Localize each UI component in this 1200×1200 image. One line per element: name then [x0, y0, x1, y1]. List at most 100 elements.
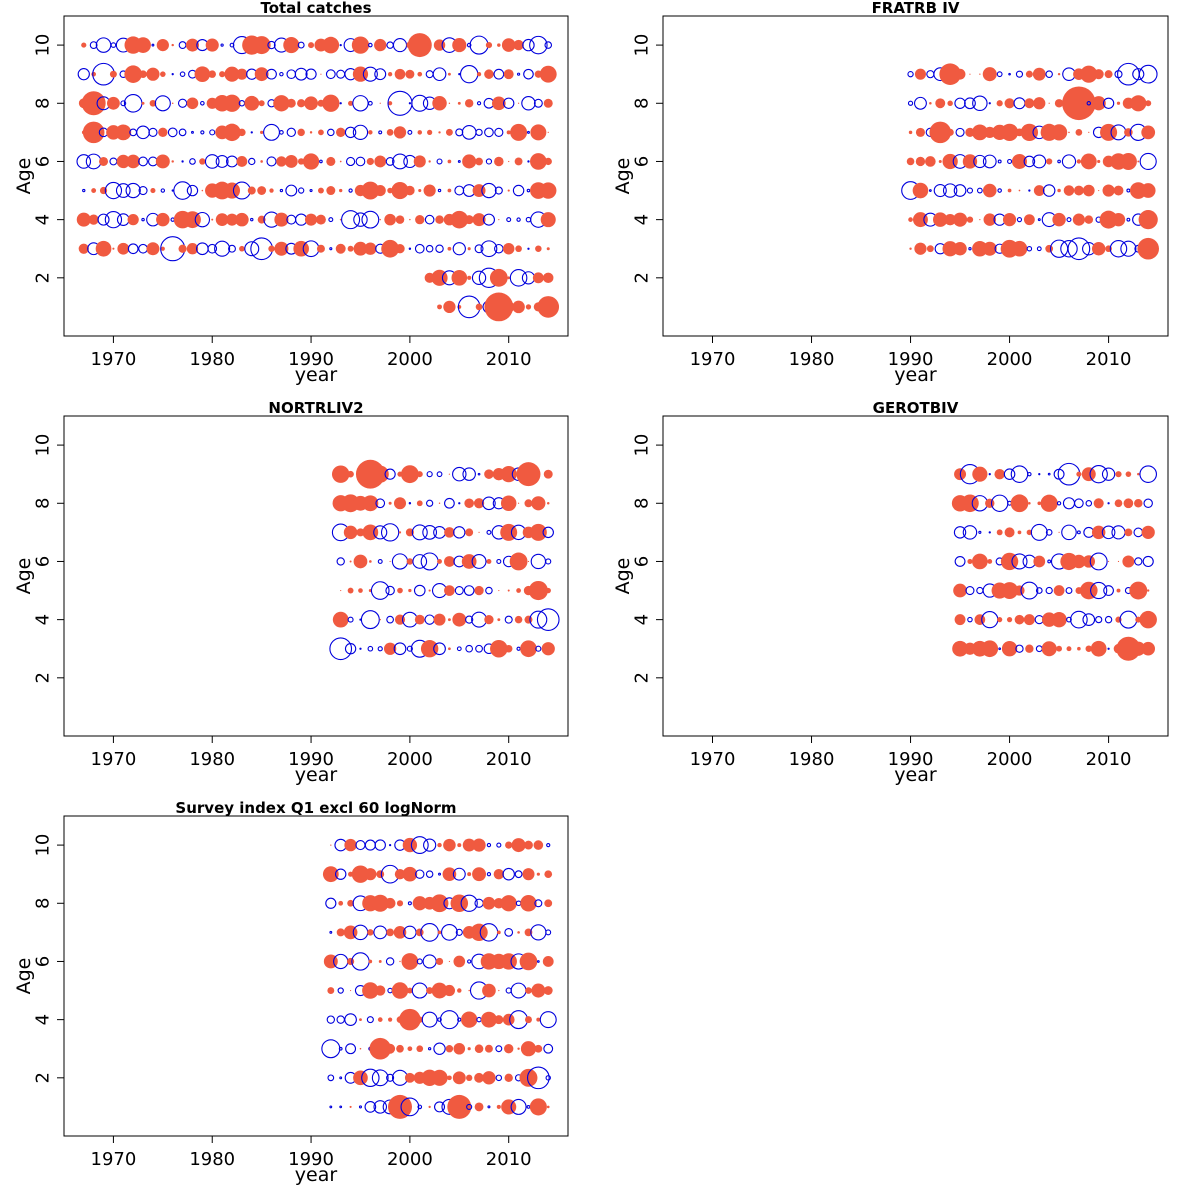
negative-residual-bubble: [294, 67, 308, 81]
positive-residual-bubble: [368, 130, 373, 135]
positive-residual-bubble: [171, 160, 174, 163]
negative-residual-bubble: [522, 38, 535, 52]
positive-residual-bubble: [1102, 184, 1115, 197]
negative-residual-bubble: [360, 610, 380, 630]
positive-residual-bubble: [1076, 159, 1082, 164]
positive-residual-bubble: [444, 556, 455, 567]
positive-residual-bubble: [330, 844, 332, 846]
negative-residual-bubble: [1013, 97, 1026, 110]
positive-residual-bubble: [428, 160, 431, 163]
positive-residual-bubble: [545, 587, 551, 594]
negative-residual-bubble: [345, 156, 356, 167]
positive-residual-bubble: [447, 159, 452, 164]
positive-residual-bubble: [438, 131, 441, 134]
positive-residual-bubble: [1123, 498, 1134, 509]
positive-residual-bubble: [534, 1044, 543, 1053]
negative-residual-bubble: [954, 556, 966, 567]
positive-residual-bubble: [546, 1105, 550, 1109]
positive-residual-bubble: [286, 98, 296, 108]
positive-residual-bubble: [517, 502, 520, 504]
positive-residual-bubble: [374, 38, 387, 52]
panel-title: Survey index Q1 excl 60 logNorm: [175, 799, 456, 817]
negative-residual-bubble: [228, 244, 236, 253]
negative-residual-bubble: [962, 525, 978, 540]
positive-residual-bubble: [457, 101, 461, 105]
negative-residual-bubble: [373, 525, 388, 540]
negative-residual-bubble: [544, 41, 553, 49]
positive-residual-bubble: [304, 213, 318, 226]
positive-residual-bubble: [1033, 555, 1046, 568]
y-tick-label: 6: [33, 956, 54, 967]
positive-residual-bubble: [1075, 129, 1083, 136]
positive-residual-bubble: [385, 1043, 396, 1054]
positive-residual-bubble: [239, 245, 245, 252]
negative-residual-bubble: [244, 241, 260, 257]
negative-residual-bubble: [452, 242, 466, 256]
negative-residual-bubble: [458, 73, 461, 76]
positive-residual-bubble: [448, 102, 451, 104]
positive-residual-bubble: [402, 837, 418, 853]
negative-residual-bubble: [353, 212, 368, 227]
positive-residual-bubble: [961, 494, 979, 513]
negative-residual-bubble: [374, 68, 387, 81]
negative-residual-bubble: [997, 159, 1002, 164]
positive-residual-bubble: [482, 1071, 496, 1085]
x-tick-label: 1980: [789, 749, 835, 770]
negative-residual-bubble: [1026, 245, 1033, 252]
positive-residual-bubble: [247, 186, 256, 195]
negative-residual-bubble: [1047, 559, 1052, 564]
positive-residual-bubble: [297, 128, 305, 137]
positive-residual-bubble: [537, 472, 540, 476]
positive-residual-bubble: [317, 187, 324, 194]
positive-residual-bubble: [450, 210, 469, 229]
positive-residual-bubble: [223, 182, 241, 199]
positive-residual-bubble: [908, 130, 913, 135]
negative-residual-bubble: [104, 210, 123, 229]
positive-residual-bubble: [399, 1008, 421, 1031]
positive-residual-bubble: [406, 987, 413, 994]
positive-residual-bubble: [309, 131, 313, 134]
positive-residual-bubble: [117, 242, 130, 255]
negative-residual-bubble: [471, 270, 487, 285]
negative-residual-bubble: [385, 585, 395, 596]
negative-residual-bubble: [546, 842, 551, 848]
x-tick-label: 2000: [387, 1149, 433, 1170]
positive-residual-bubble: [274, 241, 289, 256]
negative-residual-bubble: [250, 131, 253, 134]
positive-residual-bubble: [953, 242, 967, 256]
positive-residual-bubble: [78, 243, 89, 254]
x-axis-label: year: [295, 764, 338, 786]
x-tick-label: 1990: [288, 349, 334, 370]
negative-residual-bubble: [510, 982, 527, 999]
negative-residual-bubble: [422, 954, 437, 969]
negative-residual-bubble: [411, 524, 428, 541]
positive-residual-bubble: [91, 71, 96, 77]
y-tick-label: 6: [632, 156, 653, 167]
negative-residual-bubble: [266, 68, 277, 80]
positive-residual-bubble: [465, 1074, 473, 1081]
positive-residual-bubble: [953, 583, 967, 598]
negative-residual-bubble: [377, 558, 383, 564]
positive-residual-bubble: [952, 212, 968, 227]
positive-residual-bubble: [520, 640, 537, 658]
positive-residual-bubble: [260, 130, 264, 134]
negative-residual-bubble: [421, 1011, 438, 1028]
positive-residual-bubble: [211, 218, 214, 221]
positive-residual-bubble: [512, 300, 525, 314]
positive-residual-bubble: [535, 245, 542, 252]
positive-residual-bubble: [359, 1047, 362, 1050]
negative-residual-bubble: [286, 69, 297, 80]
negative-residual-bubble: [976, 187, 983, 194]
y-tick-label: 6: [33, 556, 54, 567]
negative-residual-bubble: [494, 243, 504, 254]
positive-residual-bubble: [997, 617, 1003, 623]
positive-residual-bubble: [971, 124, 988, 141]
negative-residual-bubble: [414, 243, 425, 254]
negative-residual-bubble: [367, 100, 373, 106]
positive-residual-bubble: [1116, 588, 1121, 593]
negative-residual-bubble: [953, 526, 967, 539]
positive-residual-bubble: [1097, 159, 1101, 164]
negative-residual-bubble: [141, 217, 145, 222]
positive-residual-bubble: [482, 896, 496, 910]
positive-residual-bubble: [416, 1045, 424, 1053]
